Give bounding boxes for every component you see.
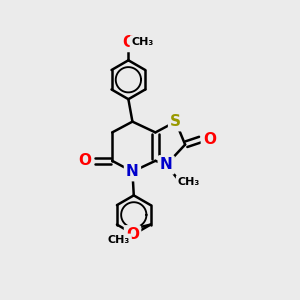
Text: CH₃: CH₃ [178,177,200,187]
Text: CH₃: CH₃ [131,37,154,47]
Text: O: O [79,153,92,168]
Text: N: N [126,164,139,179]
Text: S: S [170,114,181,129]
Text: N: N [160,158,172,172]
Text: O: O [203,132,216,147]
Text: O: O [122,35,135,50]
Text: O: O [126,227,139,242]
Text: CH₃: CH₃ [108,235,130,245]
